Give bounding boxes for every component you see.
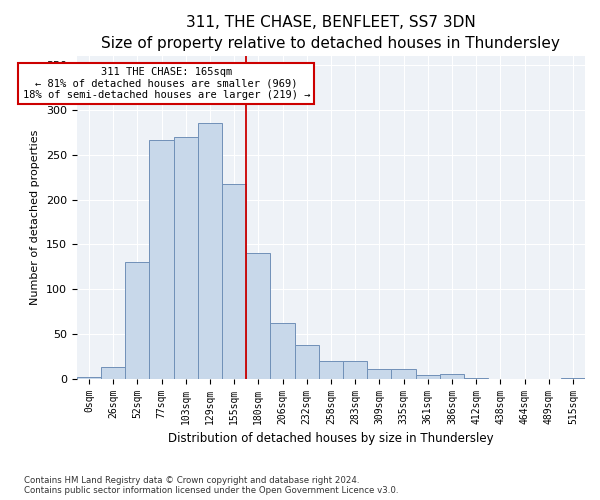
Bar	[149, 140, 173, 378]
Bar	[440, 374, 464, 378]
Bar	[77, 377, 101, 378]
Bar	[173, 137, 198, 378]
Bar	[416, 375, 440, 378]
Bar	[222, 184, 246, 378]
Text: Contains HM Land Registry data © Crown copyright and database right 2024.
Contai: Contains HM Land Registry data © Crown c…	[24, 476, 398, 495]
Bar	[246, 254, 271, 378]
Bar	[125, 262, 149, 378]
Bar	[391, 369, 416, 378]
X-axis label: Distribution of detached houses by size in Thundersley: Distribution of detached houses by size …	[168, 432, 494, 445]
Bar	[295, 344, 319, 378]
Bar	[271, 323, 295, 378]
Title: 311, THE CHASE, BENFLEET, SS7 3DN
Size of property relative to detached houses i: 311, THE CHASE, BENFLEET, SS7 3DN Size o…	[101, 15, 560, 51]
Bar	[198, 124, 222, 378]
Bar	[343, 361, 367, 378]
Text: 311 THE CHASE: 165sqm
← 81% of detached houses are smaller (969)
18% of semi-det: 311 THE CHASE: 165sqm ← 81% of detached …	[23, 67, 310, 100]
Bar	[367, 369, 391, 378]
Bar	[101, 367, 125, 378]
Bar	[319, 361, 343, 378]
Y-axis label: Number of detached properties: Number of detached properties	[31, 130, 40, 305]
